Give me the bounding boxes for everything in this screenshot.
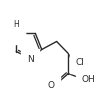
Text: O: O	[48, 81, 55, 90]
Text: Cl: Cl	[76, 58, 85, 67]
Polygon shape	[68, 53, 75, 62]
Text: N: N	[13, 29, 20, 38]
Text: H: H	[13, 20, 19, 29]
Text: OH: OH	[82, 75, 95, 84]
Text: N: N	[27, 55, 33, 64]
